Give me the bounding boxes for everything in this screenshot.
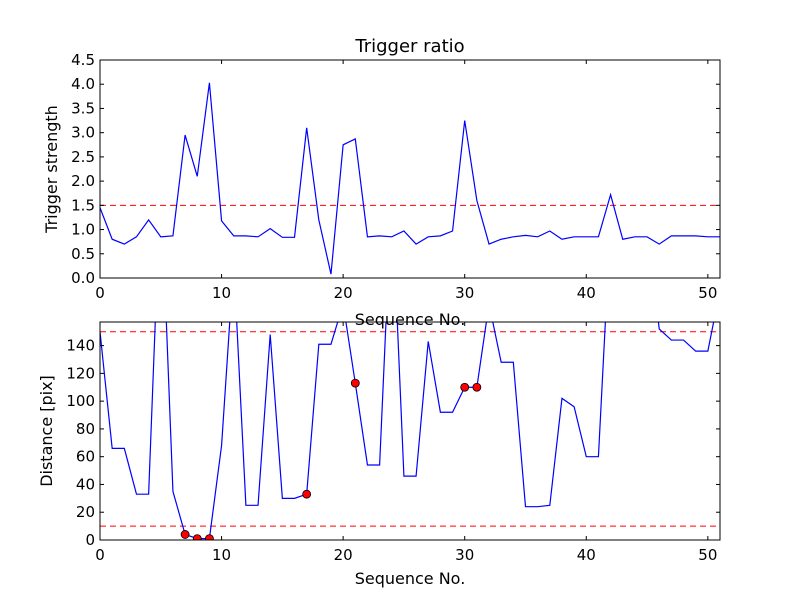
x-tick-label: 20 — [334, 546, 353, 564]
y-tick-label: 0.0 — [71, 269, 95, 287]
y-tick-label: 0 — [85, 531, 95, 549]
x-axis-label: Sequence No. — [355, 569, 466, 588]
x-tick-label: 10 — [212, 284, 231, 302]
x-tick-label: 40 — [577, 284, 596, 302]
y-tick-label: 40 — [76, 475, 95, 493]
y-axis-ticks: 0 20 40 60 80 100 120 140 — [66, 337, 720, 549]
trigger-ratio-chart: Trigger ratio 0 10 20 30 40 50 0.0 0.5 1.0 1.5 2.… — [42, 36, 721, 329]
series-line — [100, 82, 720, 275]
x-tick-label: 50 — [698, 284, 717, 302]
y-tick-label: 2.0 — [71, 172, 95, 190]
x-axis-label: Sequence No. — [355, 310, 466, 329]
data-point — [180, 530, 190, 539]
y-tick-label: 100 — [66, 392, 95, 410]
x-tick-label: 40 — [577, 546, 596, 564]
y-axis-label: Distance [pix] — [37, 375, 56, 487]
y-tick-label: 2.5 — [71, 148, 95, 166]
y-tick-label: 3.0 — [71, 124, 95, 142]
chart-title: Trigger ratio — [354, 36, 464, 57]
y-tick-label: 1.5 — [71, 196, 95, 214]
x-tick-label: 50 — [698, 546, 717, 564]
axes-frame — [99, 59, 721, 279]
x-tick-label: 10 — [212, 546, 231, 564]
axes-frame — [99, 321, 721, 541]
data-point — [350, 378, 360, 388]
y-tick-label: 3.5 — [71, 99, 95, 117]
x-tick-label: 20 — [334, 284, 353, 302]
x-tick-label: 30 — [455, 284, 474, 302]
y-tick-label: 4.5 — [71, 51, 95, 69]
data-point — [472, 382, 482, 392]
y-tick-label: 80 — [76, 420, 95, 438]
y-tick-label: 120 — [66, 364, 95, 382]
x-tick-label: 0 — [95, 284, 105, 302]
y-axis-label: Trigger strength — [42, 105, 61, 234]
x-tick-label: 0 — [95, 546, 105, 564]
data-point — [192, 534, 202, 540]
series-line — [100, 322, 715, 540]
data-point — [460, 382, 470, 392]
data-point — [302, 489, 312, 499]
y-tick-label: 0.5 — [71, 245, 95, 263]
x-axis-ticks: 0 10 20 30 40 50 — [95, 60, 717, 302]
x-tick-label: 30 — [455, 546, 474, 564]
x-axis-ticks: 0 10 20 30 40 50 — [95, 322, 717, 564]
y-tick-label: 140 — [66, 337, 95, 355]
plot-area — [100, 322, 720, 540]
y-axis-ticks: 0.0 0.5 1.0 1.5 2.0 2.5 3.0 3.5 4.0 4.5 — [71, 51, 720, 287]
y-tick-label: 20 — [76, 503, 95, 521]
y-tick-label: 1.0 — [71, 221, 95, 239]
distance-chart: 0 10 20 30 40 50 0 20 40 60 80 100 120 140 Sequence … — [37, 321, 721, 588]
y-tick-label: 4.0 — [71, 75, 95, 93]
plot-area — [100, 82, 720, 275]
y-tick-label: 60 — [76, 448, 95, 466]
data-point — [205, 534, 214, 540]
